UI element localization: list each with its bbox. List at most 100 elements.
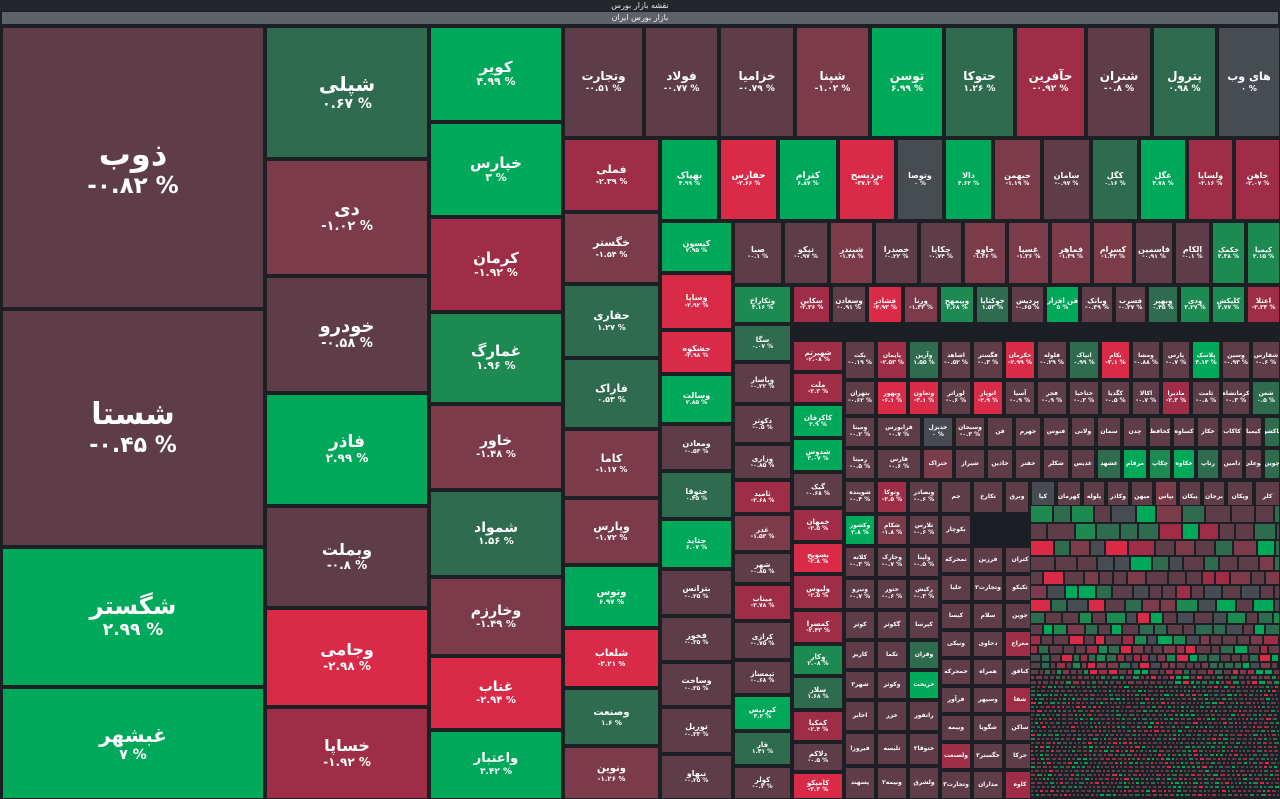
mini-tile[interactable] — [1125, 745, 1129, 749]
mini-tile[interactable] — [1258, 753, 1262, 757]
tile-stock[interactable]: گکوثر — [877, 611, 907, 639]
mini-tile[interactable] — [1089, 669, 1098, 675]
mini-tile[interactable] — [1036, 693, 1042, 697]
mini-tile[interactable] — [1127, 737, 1133, 741]
mini-tile[interactable] — [1118, 737, 1122, 741]
mini-tile[interactable] — [1267, 733, 1271, 737]
mini-tile[interactable] — [1215, 697, 1221, 701]
mini-tile[interactable] — [1213, 612, 1227, 624]
mini-tile[interactable] — [1172, 705, 1176, 709]
tile-stock[interactable]: تپمساز -۰.۶۸ % — [734, 661, 791, 694]
mini-tile[interactable] — [1122, 741, 1128, 745]
mini-tile[interactable] — [1088, 654, 1096, 662]
tile-stock[interactable]: فخوز -۰.۳۵ % — [661, 617, 732, 661]
mini-tile[interactable] — [1214, 709, 1218, 713]
mini-tile[interactable] — [1260, 662, 1271, 669]
mini-tile[interactable] — [1100, 693, 1104, 697]
mini-tile[interactable] — [1197, 693, 1203, 697]
mini-tile[interactable] — [1115, 697, 1121, 701]
mini-tile[interactable] — [1159, 709, 1165, 713]
mini-tile[interactable] — [1248, 745, 1252, 749]
mini-tile[interactable] — [1268, 737, 1272, 741]
mini-tile[interactable] — [1132, 729, 1137, 733]
mini-tile[interactable] — [1274, 556, 1280, 571]
mini-tile[interactable] — [1161, 662, 1169, 669]
mini-tile[interactable] — [1118, 741, 1122, 745]
tile-stock[interactable]: وبانک -۰.۳۹ % — [1081, 286, 1113, 323]
mini-tile[interactable] — [1202, 733, 1206, 737]
mini-tile[interactable] — [1138, 753, 1142, 757]
mini-tile[interactable] — [1263, 733, 1267, 737]
mini-tile[interactable] — [1160, 701, 1166, 705]
tile-stock[interactable]: پردیسح -۳۷.۲ % — [839, 139, 895, 220]
mini-tile[interactable] — [1055, 745, 1060, 749]
mini-tile[interactable] — [1249, 685, 1253, 689]
mini-tile[interactable] — [1252, 725, 1256, 729]
tile-stock[interactable]: وبیمهح ۲.۶۸ % — [940, 286, 974, 323]
mini-tile[interactable] — [1237, 717, 1241, 721]
mini-tile[interactable] — [1149, 680, 1156, 685]
mini-tile[interactable] — [1222, 705, 1227, 709]
mini-tile[interactable] — [1089, 693, 1096, 697]
tile-stock[interactable]: کاما -۱.۱۷ % — [564, 430, 659, 497]
mini-tile[interactable] — [1030, 701, 1037, 705]
mini-tile[interactable] — [1156, 737, 1162, 741]
tile-stock[interactable]: وتوکا -۲.۵ % — [877, 481, 907, 513]
mini-tile[interactable] — [1030, 717, 1034, 721]
mini-tile[interactable] — [1165, 669, 1174, 675]
mini-tile[interactable] — [1072, 709, 1077, 713]
mini-tile[interactable] — [1118, 669, 1127, 675]
mini-tile[interactable] — [1126, 721, 1132, 725]
mini-tile[interactable] — [1211, 645, 1220, 654]
mini-tile[interactable] — [1158, 741, 1163, 745]
tile-stock[interactable]: ثامید -۲.۶۸ % — [734, 481, 791, 513]
mini-tile[interactable] — [1057, 757, 1062, 761]
mini-tile[interactable] — [1030, 745, 1034, 749]
mini-tile[interactable] — [1231, 654, 1241, 662]
mini-tile[interactable] — [1211, 675, 1216, 680]
mini-tile[interactable] — [1174, 693, 1179, 697]
mini-tile[interactable] — [1125, 705, 1132, 709]
mini-tile[interactable] — [1233, 697, 1238, 701]
tile-stock[interactable]: وسپهر — [973, 687, 1003, 713]
mini-tile[interactable] — [1155, 745, 1162, 749]
mini-tile[interactable] — [1041, 635, 1053, 645]
mini-tile[interactable] — [1220, 717, 1227, 721]
tile-stock[interactable]: شپلی ۰.۶۷ % — [266, 27, 428, 158]
mini-tile[interactable] — [1167, 753, 1171, 757]
mini-tile[interactable] — [1141, 669, 1149, 675]
mini-tile[interactable] — [1257, 737, 1263, 741]
mini-tile[interactable] — [1162, 737, 1168, 741]
mini-tile[interactable] — [1268, 749, 1273, 753]
mini-tile[interactable] — [1208, 729, 1213, 733]
tile-stock[interactable]: تلارس -۰.۶ % — [909, 515, 939, 545]
mini-tile[interactable] — [1271, 654, 1279, 662]
mini-tile[interactable] — [1110, 713, 1115, 717]
mini-tile[interactable] — [1049, 701, 1056, 705]
tile-stock[interactable]: کساوه — [1173, 417, 1195, 447]
mini-tile[interactable] — [1204, 725, 1208, 729]
mini-tile[interactable] — [1255, 689, 1259, 693]
mini-tile[interactable] — [1257, 745, 1263, 749]
mini-tile[interactable] — [1259, 689, 1263, 693]
mini-tile[interactable] — [1065, 725, 1070, 729]
mini-tile[interactable] — [1232, 669, 1239, 675]
mini-tile[interactable] — [1206, 685, 1213, 689]
mini-tile[interactable] — [1263, 635, 1279, 645]
mini-tile[interactable] — [1082, 749, 1088, 753]
mini-tile[interactable] — [1096, 662, 1107, 669]
mini-tile[interactable] — [1174, 669, 1183, 675]
mini-tile[interactable] — [1137, 729, 1143, 733]
tile-stock[interactable]: ذوب -۰.۸۲ % — [2, 27, 264, 308]
mini-tile[interactable] — [1047, 729, 1053, 733]
tile-stock[interactable]: کپردیس ۳.۲ % — [734, 696, 791, 730]
mini-tile[interactable] — [1180, 701, 1187, 705]
mini-tile[interactable] — [1160, 599, 1176, 612]
tile-stock[interactable]: شکلر — [1043, 449, 1069, 479]
tile-stock[interactable]: سگا ۰.۰۷ % — [734, 325, 791, 361]
mini-tile[interactable] — [1149, 729, 1153, 733]
mini-tile[interactable] — [1223, 685, 1229, 689]
mini-tile[interactable] — [1246, 680, 1251, 685]
mini-tile[interactable] — [1112, 689, 1117, 693]
mini-tile[interactable] — [1061, 701, 1067, 705]
